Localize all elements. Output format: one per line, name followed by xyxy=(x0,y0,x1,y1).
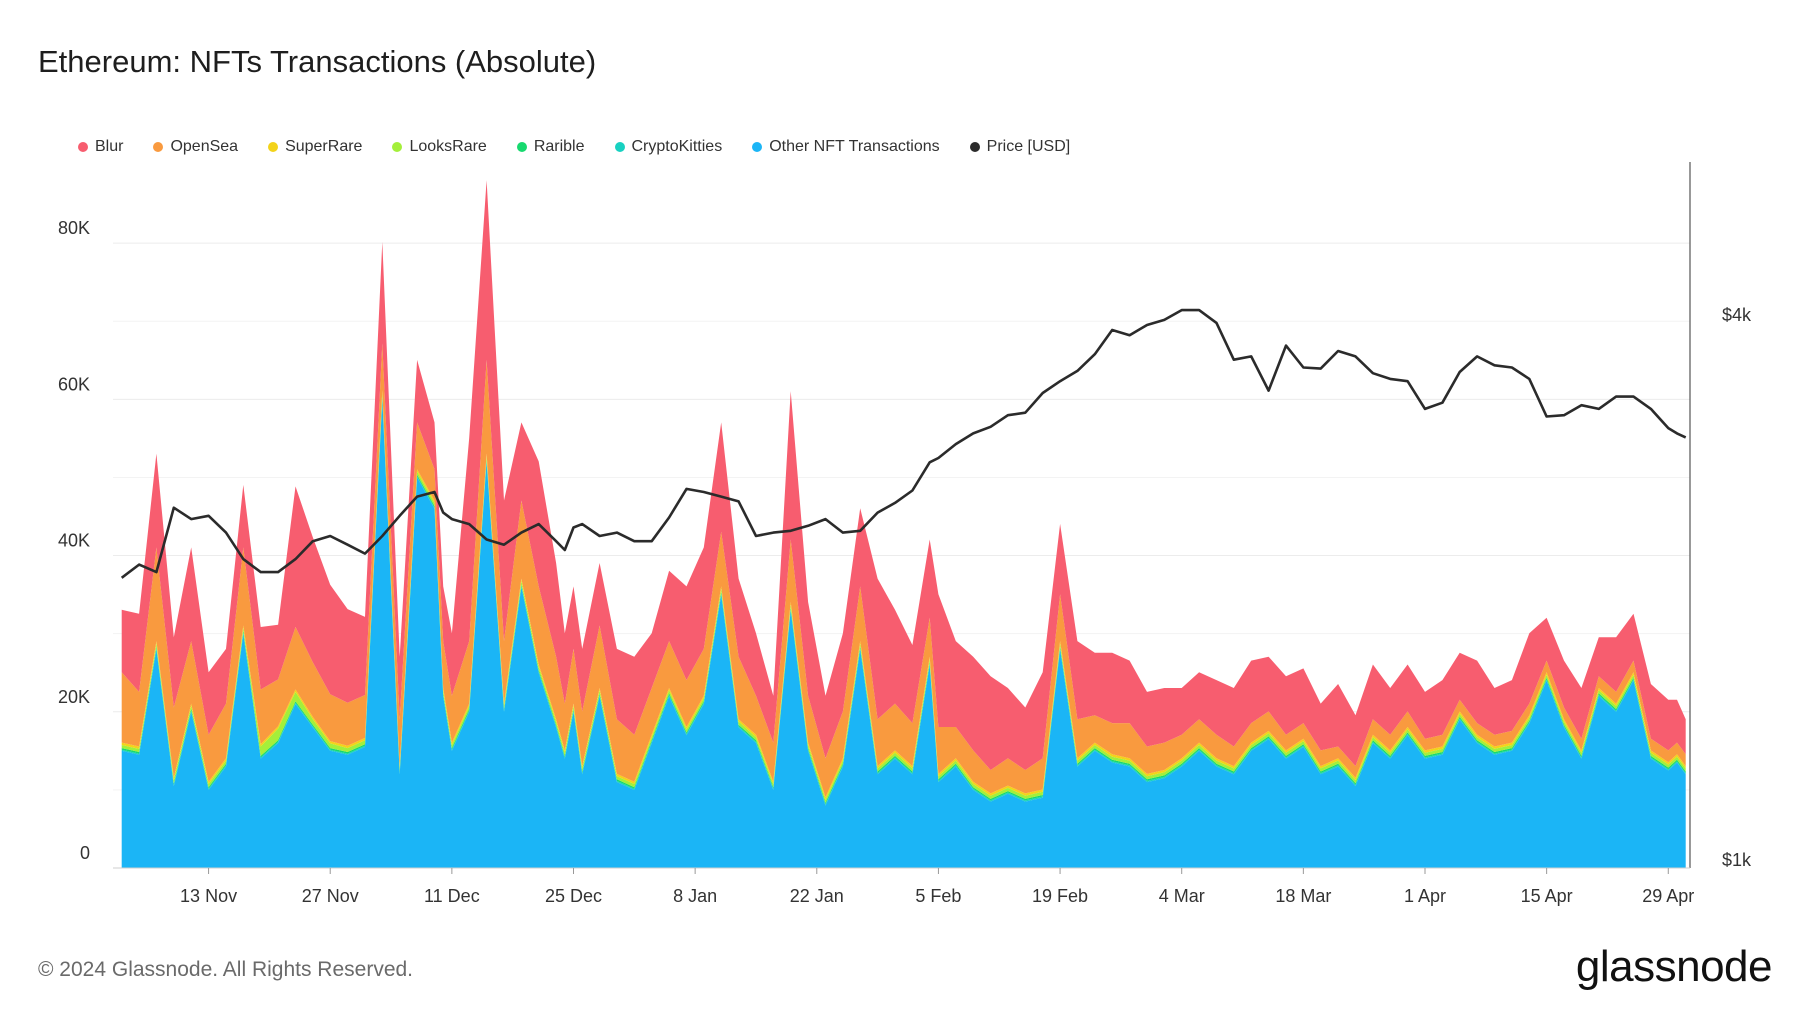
x-tick-label: 5 Feb xyxy=(915,886,961,906)
legend-label: Blur xyxy=(95,138,124,155)
legend-label: CryptoKitties xyxy=(631,138,723,155)
area-blur xyxy=(121,180,1686,770)
axes: 0 20K 40K 60K 80K $1k $4k 13 Nov 27 Nov 11 Dec 25 … xyxy=(58,162,1752,906)
stacked-areas xyxy=(121,180,1686,868)
legend-label: Other NFT Transactions xyxy=(769,138,940,155)
legend-label: OpenSea xyxy=(170,138,239,155)
x-tick-label: 13 Nov xyxy=(180,886,237,906)
x-tick-label: 1 Apr xyxy=(1404,886,1446,906)
legend-label: Rarible xyxy=(533,138,585,155)
x-tick-label: 22 Jan xyxy=(790,886,844,906)
x-tick-label: 11 Dec xyxy=(424,886,480,906)
y-right-tick-label: $1k xyxy=(1722,850,1752,870)
legend-dot xyxy=(153,142,164,152)
legend-item-opensea[interactable]: OpenSea xyxy=(153,138,238,156)
x-tick-label: 29 Apr xyxy=(1642,886,1694,906)
y-tick-label: 60K xyxy=(58,374,90,394)
legend-item-rarible[interactable]: Rarible xyxy=(516,138,585,156)
y-tick-label: 0 xyxy=(80,843,90,863)
legend-item-cryptokitties[interactable]: CryptoKitties xyxy=(614,138,723,156)
y-tick-label: 40K xyxy=(58,531,90,551)
x-tick-label: 25 Dec xyxy=(545,886,602,906)
x-tick-label: 4 Mar xyxy=(1159,886,1205,906)
legend-label: SuperRare xyxy=(285,138,363,155)
glassnode-logo: glassnode xyxy=(1575,942,1773,991)
x-tick-label: 18 Mar xyxy=(1275,886,1331,906)
legend-label: LooksRare xyxy=(409,138,487,155)
x-tick-label: 15 Apr xyxy=(1521,886,1573,906)
legend-label: Price [USD] xyxy=(986,138,1071,155)
legend-dot xyxy=(516,142,527,152)
legend-dot xyxy=(614,142,625,152)
y-tick-label: 20K xyxy=(58,687,90,707)
y-tick-label: 80K xyxy=(58,218,90,238)
legend-dot xyxy=(752,142,763,152)
legend-dot xyxy=(78,142,88,152)
legend-dot xyxy=(268,142,279,152)
chart-title: Ethereum: NFTs Transactions (Absolute) xyxy=(38,44,597,79)
legend-dot xyxy=(392,142,403,152)
area-other-nft-transactions xyxy=(121,399,1686,868)
y-right-tick-label: $4k xyxy=(1722,305,1752,325)
x-tick-label: 8 Jan xyxy=(673,886,717,906)
legend: Blur OpenSea SuperRare LooksRare Rarible Cryp… xyxy=(78,138,1070,156)
legend-item-blur[interactable]: Blur xyxy=(78,138,123,156)
legend-item-superrare[interactable]: SuperRare xyxy=(268,138,362,156)
x-tick-label: 27 Nov xyxy=(302,886,359,906)
legend-item-price-usd[interactable]: Price [USD] xyxy=(969,138,1071,156)
x-tick-label: 19 Feb xyxy=(1032,886,1088,906)
legend-dot xyxy=(969,142,980,152)
copyright-footer: © 2024 Glassnode. All Rights Reserved. xyxy=(38,958,414,981)
legend-item-looksrare[interactable]: LooksRare xyxy=(392,138,487,156)
price-line xyxy=(120,308,1687,579)
legend-item-other-nft-transactions[interactable]: Other NFT Transactions xyxy=(752,138,940,156)
price-line-layer xyxy=(120,308,1687,579)
